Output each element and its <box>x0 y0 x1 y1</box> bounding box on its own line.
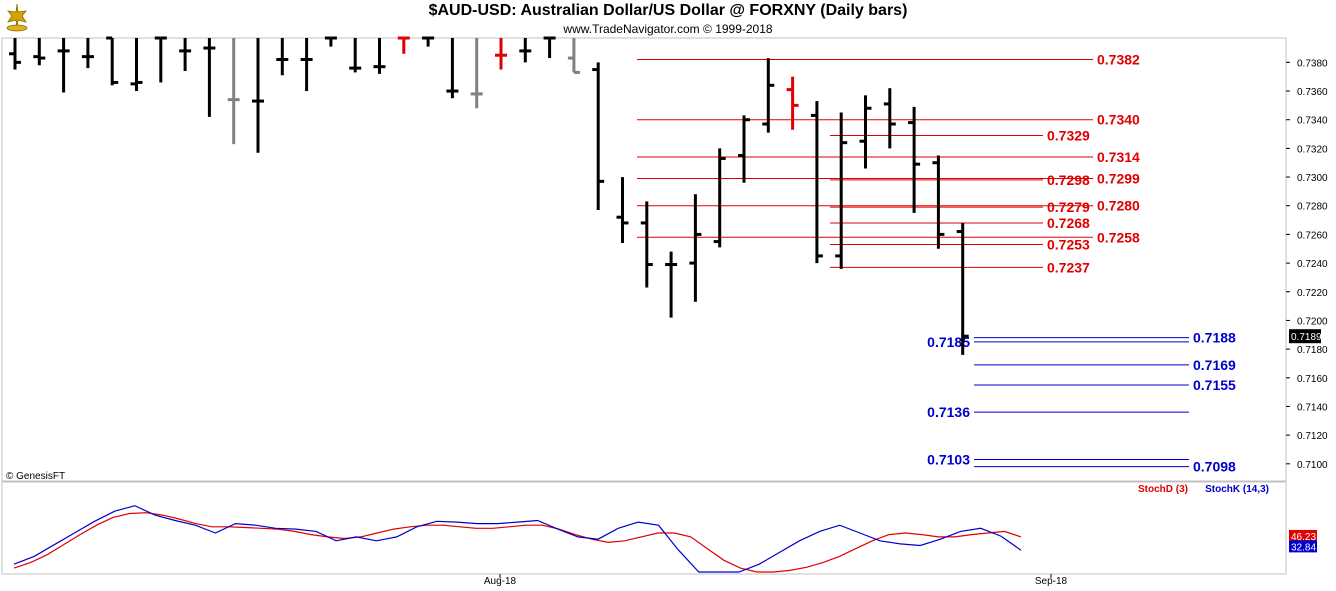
ohlc-bar <box>738 115 750 183</box>
ohlc-bar <box>300 38 313 92</box>
price-panel-frame <box>1 37 1287 482</box>
resistance-label: 0.7382 <box>1097 52 1140 68</box>
copyright-label: © GenesisFT <box>6 471 65 482</box>
stoch-panel-frame <box>1 481 1287 575</box>
stoch-value-label: 46.23 <box>1291 532 1316 543</box>
resistance-label: 0.7280 <box>1097 198 1140 214</box>
y-tick-label: 0.7280 <box>1297 202 1328 213</box>
ohlc-bar <box>592 62 605 211</box>
ohlc-bar <box>33 38 46 66</box>
ohlc-bar <box>349 38 362 73</box>
resistance-label: 0.7314 <box>1097 149 1140 165</box>
y-tick-label: 0.7340 <box>1297 116 1328 127</box>
ohlc-bar <box>397 36 410 54</box>
ohlc-bar <box>883 88 896 149</box>
ohlc-bar <box>276 38 289 76</box>
ohlc-bar <box>130 38 143 92</box>
ohlc-bar <box>908 106 921 213</box>
ohlc-bar <box>519 38 532 63</box>
ohlc-bar <box>470 38 483 109</box>
resistance-label: 0.7237 <box>1047 259 1090 275</box>
resistance-label: 0.7299 <box>1097 170 1140 186</box>
y-tick-label: 0.7180 <box>1297 345 1328 356</box>
y-tick-label: 0.7300 <box>1297 173 1328 184</box>
stoch-value-tag <box>1289 540 1317 553</box>
ohlc-bar <box>956 222 969 355</box>
ohlc-bar <box>324 36 337 47</box>
ohlc-bar <box>154 36 167 83</box>
x-tick-label: Aug-18 <box>484 576 517 587</box>
ohlc-bar <box>567 38 580 74</box>
date-x-axis: Aug-18 Sep-18 <box>484 574 1068 587</box>
ohlc-bar <box>252 38 264 153</box>
ohlc-bar <box>786 76 799 130</box>
support-label: 0.7169 <box>1193 357 1236 373</box>
ohlc-bar <box>227 38 240 145</box>
ohlc-bar <box>446 38 459 99</box>
y-tick-label: 0.7260 <box>1297 230 1328 241</box>
trade-navigator-logo-icon <box>4 2 30 32</box>
stoch-d-line <box>13 512 1022 573</box>
y-tick-label: 0.7120 <box>1297 431 1328 442</box>
stoch-value-tag <box>1289 529 1317 542</box>
ohlc-bar <box>203 38 216 117</box>
ohlc-bar <box>640 201 653 288</box>
resistance-label: 0.7340 <box>1097 112 1140 128</box>
y-tick-label: 0.7140 <box>1297 402 1328 413</box>
x-tick-label: Sep-18 <box>1035 576 1068 587</box>
ohlc-bar <box>810 101 823 264</box>
ohlc-bar <box>762 58 775 133</box>
support-label: 0.7098 <box>1193 459 1236 475</box>
y-tick-label: 0.7320 <box>1297 144 1328 155</box>
support-resistance-lines: 0.7382 0.7340 0.7329 0.7314 0.7299 0.7298 0.72… <box>637 52 1236 475</box>
resistance-label: 0.7329 <box>1047 127 1090 143</box>
ohlc-bars <box>9 36 969 355</box>
resistance-label: 0.7253 <box>1047 236 1090 252</box>
ohlc-bar <box>835 112 848 269</box>
ohlc-bar <box>9 38 21 70</box>
ohlc-bar <box>179 38 192 71</box>
ohlc-bar <box>665 251 678 318</box>
y-tick-label: 0.7360 <box>1297 87 1328 98</box>
ohlc-bar <box>81 38 94 69</box>
ohlc-bar <box>106 36 119 86</box>
ohlc-bar <box>543 36 556 59</box>
resistance-label: 0.7279 <box>1047 199 1090 215</box>
resistance-label: 0.7268 <box>1047 215 1090 231</box>
last-price-tag <box>1289 329 1321 344</box>
stoch-d-legend: StochD (3) <box>1138 484 1188 495</box>
support-label: 0.7188 <box>1193 330 1236 346</box>
ohlc-bar <box>57 38 70 93</box>
stoch-k-line <box>13 505 1022 573</box>
resistance-label: 0.7258 <box>1097 229 1140 245</box>
ohlc-bar <box>373 38 386 74</box>
chart-title: $AUD-USD: Australian Dollar/US Dollar @ … <box>428 2 908 19</box>
support-label: 0.7103 <box>927 451 970 467</box>
last-price-label: 0.7189 <box>1291 332 1322 343</box>
chart-subtitle: www.TradeNavigator.com © 1999-2018 <box>563 22 773 36</box>
stoch-k-legend: StochK (14,3) <box>1205 484 1269 495</box>
ohlc-bar <box>495 38 507 70</box>
y-tick-label: 0.7220 <box>1297 288 1328 299</box>
y-tick-label: 0.7160 <box>1297 374 1328 385</box>
ohlc-bar <box>932 155 945 249</box>
y-tick-label: 0.7240 <box>1297 259 1328 270</box>
price-y-axis: 0.7380 0.7360 0.7340 0.7320 0.7300 0.7280 0.72… <box>1286 58 1328 471</box>
ohlc-bar <box>713 148 726 248</box>
y-tick-label: 0.7380 <box>1297 58 1328 69</box>
y-tick-label: 0.7100 <box>1297 460 1328 471</box>
ohlc-bar <box>689 194 702 302</box>
support-label: 0.7185 <box>927 334 970 350</box>
support-label: 0.7136 <box>927 404 970 420</box>
ohlc-bar <box>859 95 872 169</box>
ohlc-bar <box>616 177 629 244</box>
resistance-label: 0.7298 <box>1047 172 1090 188</box>
support-label: 0.7155 <box>1193 377 1236 393</box>
ohlc-bar <box>422 36 435 47</box>
stoch-value-label: 32.84 <box>1291 542 1316 553</box>
y-tick-label: 0.7200 <box>1297 316 1328 327</box>
